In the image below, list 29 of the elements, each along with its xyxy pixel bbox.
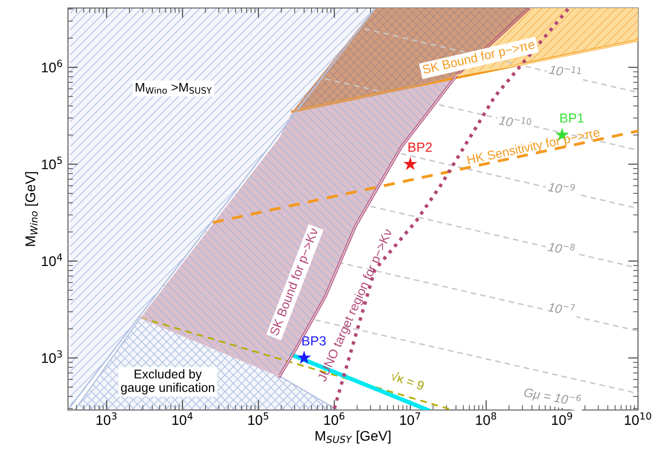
x-tick-label: 10$^{10}$ (624, 412, 652, 425)
series-label: BP2 (408, 142, 432, 152)
y-tick-label: 10$^{5}$ (42, 156, 62, 170)
y-tick-label: 10$^{3}$ (42, 350, 62, 363)
x-tick-label: 10$^{6}$ (324, 412, 344, 425)
annotation: M$_{Wino}$ >M$_{SUSY}$ (136, 83, 212, 94)
y-tick-label: 10$^{4}$ (42, 254, 62, 266)
x-tick-label: 10$^{5}$ (248, 412, 268, 425)
x-axis-title: M$_{SUSY}$ [GeV] (316, 430, 390, 444)
x-tick-label: 10$^{4}$ (172, 412, 193, 425)
annotation: 10$^{−9}$ (548, 180, 576, 196)
y-tick-label: 10$^{6}$ (42, 60, 62, 72)
annotation: SK Bound for p−>πe (422, 39, 536, 76)
annotation: 10$^{−7}$ (548, 300, 576, 316)
annotation: SK Bound for p−>Kν (269, 227, 321, 337)
annotation: 10$^{−10}$ (498, 113, 532, 130)
x-tick-label: 10$^{9}$ (552, 412, 572, 425)
series-label: BP3 (302, 336, 326, 346)
x-tick-label: 10$^{7}$ (400, 412, 420, 425)
annotation: 10$^{−11}$ (548, 62, 582, 80)
x-tick-label: 10$^{3}$ (96, 412, 116, 425)
annotation: HK Sensitivity for p−>πe (466, 127, 601, 167)
annotation: √κ = 9 (390, 370, 425, 390)
annotation: Gμ = 10$^{−6}$ (523, 385, 582, 409)
series-label: BP1 (560, 113, 584, 123)
y-axis-title: M$_{Wino}$ [GeV] (25, 172, 38, 246)
annotation: 10$^{−8}$ (548, 240, 576, 256)
annotation: Excluded by gauge unification (121, 369, 214, 394)
x-tick-label: 10$^{8}$ (476, 412, 496, 425)
